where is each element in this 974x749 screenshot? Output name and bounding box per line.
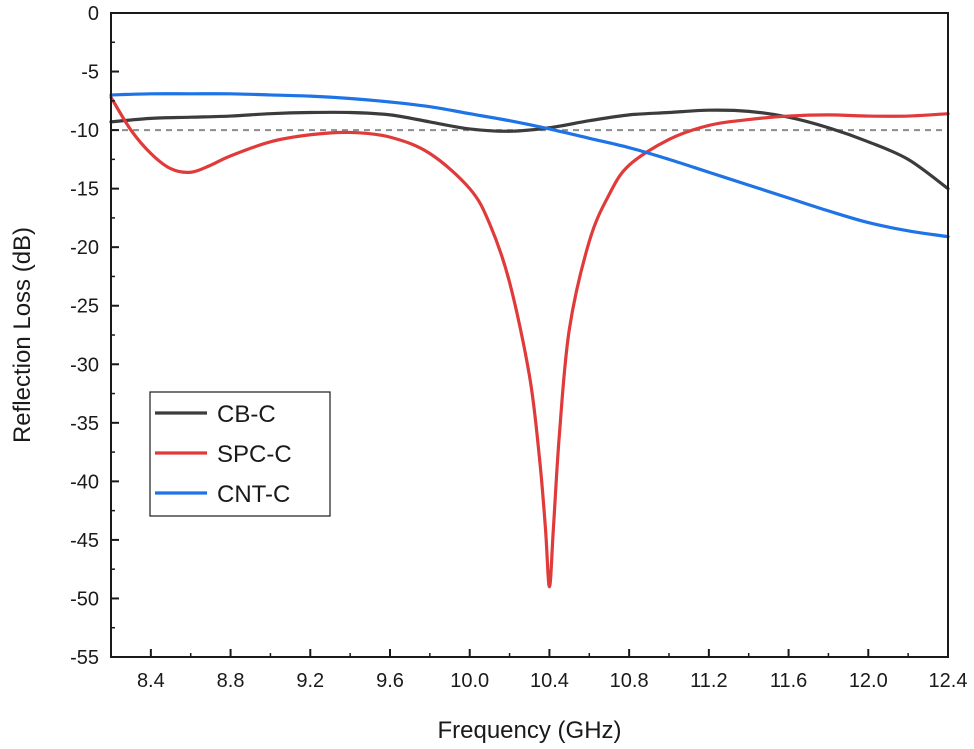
x-tick-label: 12.0 <box>849 670 888 692</box>
y-tick-label: -20 <box>70 237 99 259</box>
y-tick-label: -30 <box>70 354 99 376</box>
legend: CB-C SPC-C CNT-C <box>149 391 331 517</box>
x-tick-label: 8.8 <box>217 670 245 692</box>
x-tick-label: 10.0 <box>450 670 489 692</box>
x-tick-label: 11.2 <box>690 670 727 692</box>
series-layer <box>109 92 950 589</box>
y-tick-label: -10 <box>70 120 99 142</box>
x-tick-label: 12.4 <box>929 670 968 692</box>
series-line-cb-c <box>109 108 950 191</box>
y-tick-label: -50 <box>70 588 99 610</box>
legend-label-cb-c: CB-C <box>217 401 276 428</box>
x-tick-label: 10.4 <box>530 670 569 692</box>
x-tick-label: 10.8 <box>610 670 649 692</box>
x-tick-label: 9.6 <box>376 670 404 692</box>
series-line-cnt-c <box>109 92 950 239</box>
y-tick-label: -15 <box>70 179 99 201</box>
x-tick-label: 11.6 <box>770 670 807 692</box>
y-tick-label: -5 <box>81 62 99 84</box>
legend-label-cnt-c: CNT-C <box>217 481 290 508</box>
y-tick-label: 0 <box>88 3 99 25</box>
x-axis-title: Frequency (GHz) <box>437 717 621 744</box>
y-tick-label: -25 <box>70 296 99 318</box>
plot-frame <box>110 12 949 658</box>
x-tick-label: 9.2 <box>296 670 324 692</box>
x-tick-label: 8.4 <box>137 670 165 692</box>
y-axis-title: Reflection Loss (dB) <box>9 227 36 443</box>
y-tick-label: -45 <box>70 530 99 552</box>
legend-label-spc-c: SPC-C <box>217 441 292 468</box>
ticks-layer: 8.4 8.8 9.2 9.6 10.0 10.4 10.8 11.2 11.6 12.0 12.4… <box>70 3 967 692</box>
y-tick-label: -55 <box>70 647 99 669</box>
y-tick-label: -40 <box>70 471 99 493</box>
y-tick-label: -35 <box>70 413 99 435</box>
series-line-spc-c <box>109 95 950 589</box>
